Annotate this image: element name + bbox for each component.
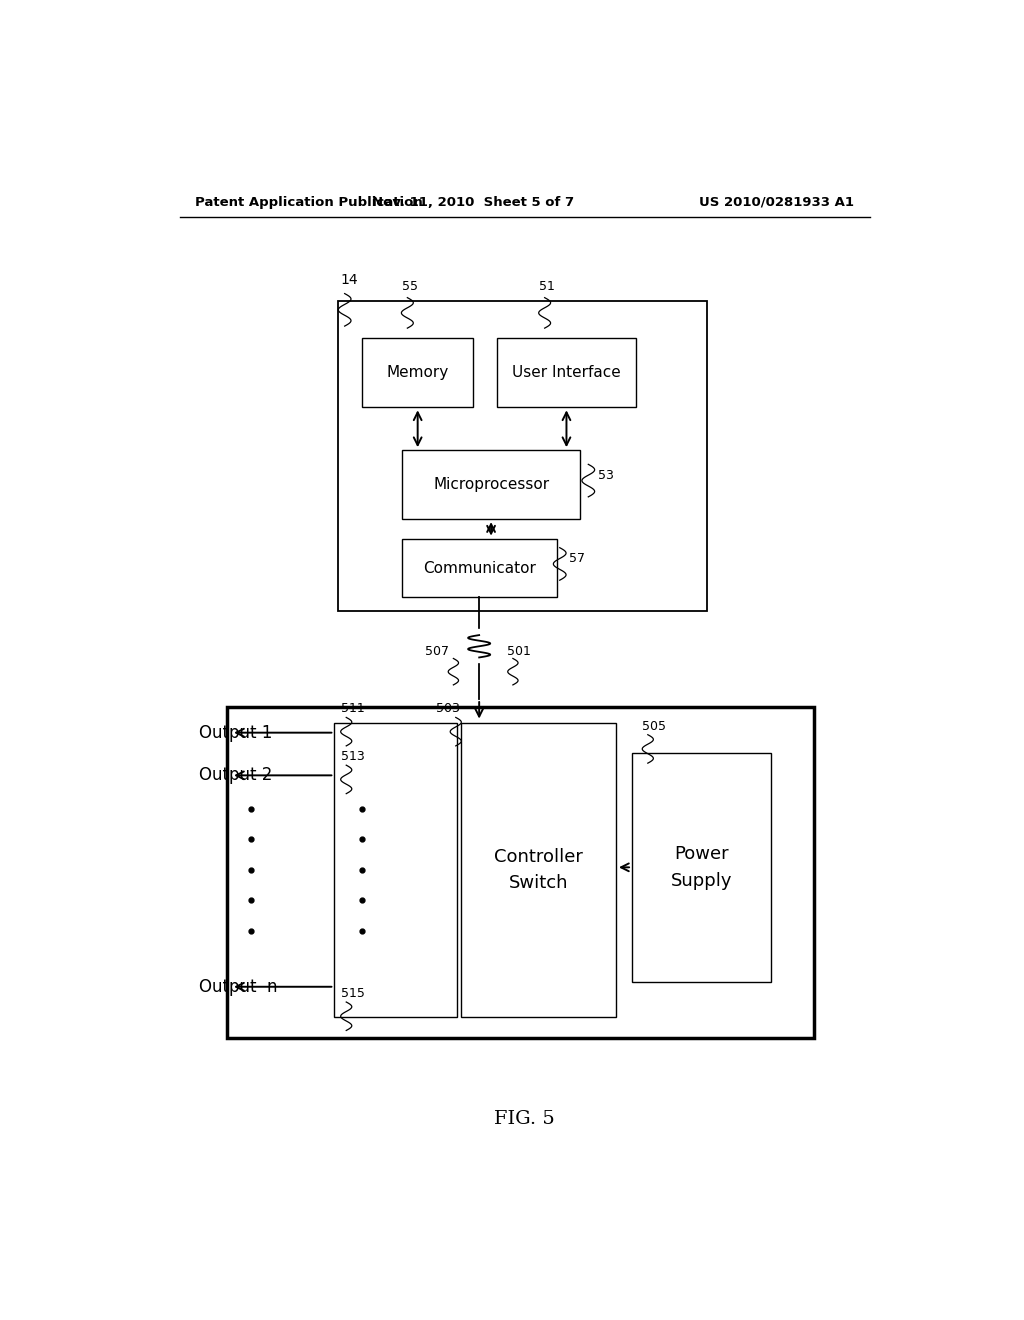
Text: User Interface: User Interface [512, 366, 621, 380]
Text: 57: 57 [569, 552, 586, 565]
Text: 507: 507 [425, 645, 450, 659]
Bar [401, 450, 581, 519]
Bar [461, 722, 616, 1018]
Bar [338, 301, 708, 611]
Bar [632, 752, 771, 982]
Text: 501: 501 [507, 645, 531, 659]
Text: 511: 511 [341, 702, 365, 715]
Text: 55: 55 [401, 280, 418, 293]
Text: 515: 515 [341, 987, 365, 1001]
Text: 513: 513 [341, 750, 365, 763]
Bar [401, 539, 557, 598]
Text: FIG. 5: FIG. 5 [495, 1110, 555, 1127]
Text: 503: 503 [436, 702, 460, 715]
Text: Controller
Switch: Controller Switch [495, 847, 583, 892]
Text: US 2010/0281933 A1: US 2010/0281933 A1 [699, 195, 854, 209]
Bar [362, 338, 473, 408]
Bar [227, 708, 814, 1038]
Text: Output  n: Output n [200, 978, 278, 995]
Text: Microprocessor: Microprocessor [433, 477, 549, 492]
Text: Output 2: Output 2 [200, 767, 272, 784]
Text: 51: 51 [539, 280, 555, 293]
Bar [334, 722, 458, 1018]
Text: 53: 53 [598, 469, 613, 482]
Text: Nov. 11, 2010  Sheet 5 of 7: Nov. 11, 2010 Sheet 5 of 7 [372, 195, 574, 209]
Text: Power
Supply: Power Supply [671, 845, 732, 890]
Text: Communicator: Communicator [423, 561, 536, 576]
Bar [497, 338, 636, 408]
Text: 14: 14 [341, 273, 358, 288]
Text: Memory: Memory [386, 366, 449, 380]
Text: 505: 505 [642, 719, 667, 733]
Text: Patent Application Publication: Patent Application Publication [196, 195, 423, 209]
Text: Output 1: Output 1 [200, 723, 272, 742]
